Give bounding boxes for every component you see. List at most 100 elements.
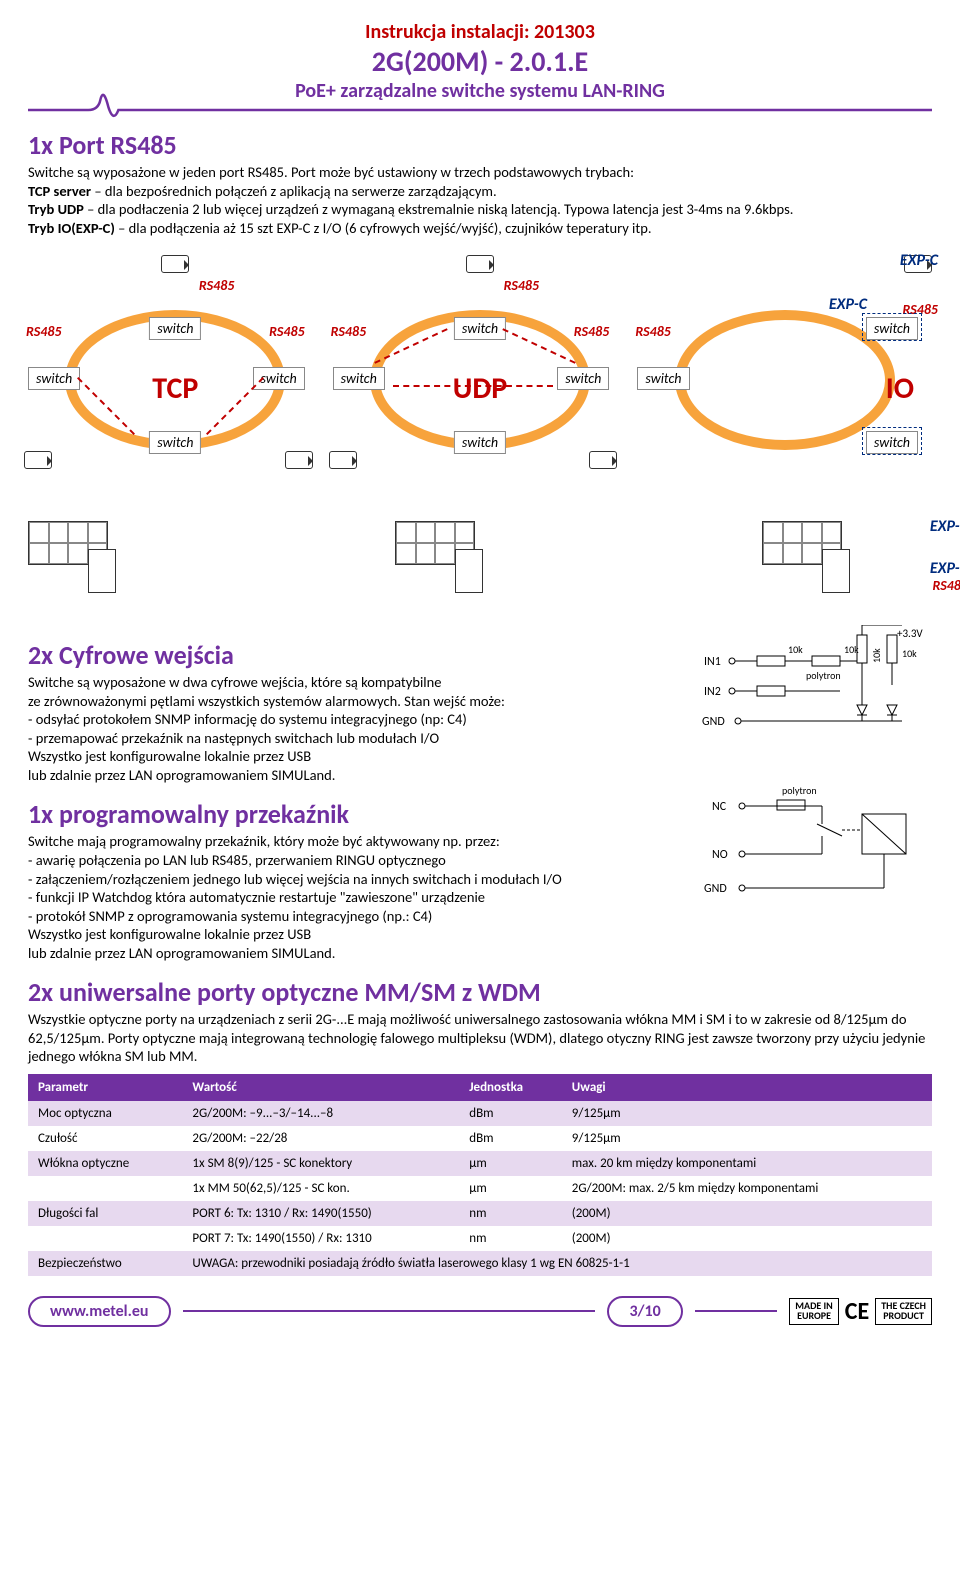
table-cell: (200M) [562, 1201, 932, 1226]
table-row: Włókna optyczne1x SM 8(9)/125 - SC konek… [28, 1151, 932, 1176]
switch-bottom: switch [454, 431, 506, 454]
switch-top: switch [149, 317, 201, 340]
badge-czech: THE CZECH PRODUCT [875, 1298, 932, 1325]
sec4-body: Wszystkie optyczne porty na urządzeniach… [28, 1010, 932, 1066]
camera-icon [589, 451, 617, 469]
footer-line [695, 1310, 778, 1312]
svg-text:GND: GND [702, 715, 725, 729]
relay-circuit: NC NO polytron GND [702, 784, 932, 962]
sec1-title: 1x Port RS485 [28, 129, 932, 161]
ring-udp: RS485 switch RS485 RS485 switch switch U… [333, 255, 628, 515]
stations-row: EXP-C RS485 EXP-C [28, 521, 932, 621]
sec3-l1: - awarię połączenia po LAN lub RS485, pr… [28, 851, 446, 869]
svg-text:GND: GND [704, 882, 727, 896]
expc-label: EXP-C [829, 295, 867, 314]
proto-tcp: TCP [152, 370, 198, 407]
svg-text:10k: 10k [902, 647, 917, 660]
table-cell: 2G/200M: –22/28 [182, 1126, 459, 1151]
table-cell: dBm [459, 1101, 562, 1126]
sec2-l4: Wszystko jest konfigurowalne lokalnie pr… [28, 747, 311, 765]
table-cell: 2G/200M: –9...–3/–14...–8 [182, 1101, 459, 1126]
footer-url: www.metel.eu [28, 1296, 171, 1327]
expc-label: EXP-C [930, 517, 960, 536]
table-row: Moc optyczna2G/200M: –9...–3/–14...–8dBm… [28, 1101, 932, 1126]
th-notes: Uwagi [562, 1074, 932, 1101]
rs485-left: RS485 [635, 323, 671, 340]
table-cell: Bezpieczeństwo [28, 1251, 182, 1276]
svg-text:10k: 10k [870, 648, 883, 663]
ce-mark: CE [841, 1297, 873, 1326]
header-line2: 2G(200M) - 2.0.1.E [28, 44, 932, 79]
table-cell: dBm [459, 1126, 562, 1151]
footer-line [183, 1310, 596, 1312]
th-param: Parametr [28, 1074, 182, 1101]
badge1-l2: EUROPE [797, 1309, 831, 1322]
table-cell: nm [459, 1226, 562, 1251]
sec1-b3: Tryb IO(EXP-C) [28, 219, 115, 237]
table-cell: UWAGA: przewodniki posiadają źródło świa… [182, 1251, 932, 1276]
table-row: 1x MM 50(62,5)/125 - SC kon.μm2G/200M: m… [28, 1176, 932, 1201]
sec1-b1: TCP server [28, 182, 91, 200]
sec1-t3: – dla podłączenia aż 15 szt EXP-C z I/O … [115, 219, 652, 237]
camera-icon [329, 451, 357, 469]
badge-made-in: MADE IN EUROPE [789, 1298, 839, 1325]
sec1-t1: – dla bezpośrednich połączeń z aplikacją… [91, 182, 497, 200]
sec3-title: 1x programowalny przekaźnik [28, 798, 684, 830]
footer-page: 3/10 [607, 1296, 682, 1327]
expc-label: EXP-C [930, 559, 960, 578]
workstation-expc: EXP-C RS485 EXP-C [762, 521, 932, 601]
table-row: BezpieczeństwoUWAGA: przewodniki posiada… [28, 1251, 932, 1276]
digital-input-circuit: IN1 10k polytron 10k 10k +3.3V 10k [702, 625, 932, 784]
sec4-title: 2x uniwersalne porty optyczne MM/SM z WD… [28, 976, 932, 1008]
table-cell: 1x MM 50(62,5)/125 - SC kon. [182, 1176, 459, 1201]
table-cell: nm [459, 1201, 562, 1226]
sec3-l2: - załączeniem/rozłączeniem jednego lub w… [28, 870, 562, 888]
sec1-t2: – dla podłaczenia 2 lub więcej urządzeń … [84, 200, 794, 218]
table-cell: max. 20 km między komponentami [562, 1151, 932, 1176]
svg-text:NO: NO [712, 848, 728, 862]
table-cell: Czułość [28, 1126, 182, 1151]
table-cell: 9/125μm [562, 1101, 932, 1126]
optical-ports-table: Parametr Wartość Jednostka Uwagi Moc opt… [28, 1074, 932, 1276]
switch-top: switch [454, 317, 506, 340]
table-cell [28, 1176, 182, 1201]
sec3-l5: Wszystko jest konfigurowalne lokalnie pr… [28, 925, 311, 943]
table-cell: Włókna optyczne [28, 1151, 182, 1176]
table-cell: Długości fal [28, 1201, 182, 1226]
sec3-body: Switche mają programowalny przekaźnik, k… [28, 832, 684, 962]
sec1-body: Switche są wyposażone w jeden port RS485… [28, 163, 932, 237]
switch-left: switch [28, 367, 80, 390]
sec2-body: Switche są wyposażone w dwa cyfrowe wejś… [28, 673, 684, 784]
sec3-l0: Switche mają programowalny przekaźnik, k… [28, 832, 500, 850]
rs485-right: RS485 [269, 323, 305, 340]
table-cell: μm [459, 1176, 562, 1201]
header-wave [28, 85, 932, 115]
rs485-label: RS485 [504, 277, 540, 294]
sec2-l0: Switche są wyposażone w dwa cyfrowe wejś… [28, 673, 441, 691]
ring-tcp: RS485 switch RS485 RS485 switch switch T… [28, 255, 323, 515]
rs485-right: RS485 [574, 323, 610, 340]
svg-text:polytron: polytron [806, 669, 841, 682]
th-unit: Jednostka [459, 1074, 562, 1101]
switch-left: switch [637, 367, 689, 390]
table-cell: Moc optyczna [28, 1101, 182, 1126]
rs485-label: RS485 [199, 277, 235, 294]
camera-icon [285, 451, 313, 469]
sec3-l3: - funkcji IP Watchdog która automatyczni… [28, 888, 485, 906]
table-cell: PORT 6: Tx: 1310 / Rx: 1490(1550) [182, 1201, 459, 1226]
camera-icon [24, 451, 52, 469]
sec2-title: 2x Cyfrowe wejścia [28, 639, 684, 671]
workstation-icon [395, 521, 515, 601]
table-row: PORT 7: Tx: 1490(1550) / Rx: 1310nm(200M… [28, 1226, 932, 1251]
svg-text:+3.3V: +3.3V [897, 627, 923, 640]
switch-bottom: switch [149, 431, 201, 454]
table-row: Długości falPORT 6: Tx: 1310 / Rx: 1490(… [28, 1201, 932, 1226]
switch-top: switch [866, 317, 918, 340]
table-cell: (200M) [562, 1226, 932, 1251]
sec2-l2: - odsyłać protokołem SNMP informację do … [28, 710, 467, 728]
sec2-l5: lub zdalnie przez LAN oprogramowaniem SI… [28, 766, 335, 784]
table-cell: 1x SM 8(9)/125 - SC konektory [182, 1151, 459, 1176]
sec1-p1: Switche są wyposażone w jeden port RS485… [28, 163, 634, 181]
table-row: Czułość2G/200M: –22/28dBm9/125μm [28, 1126, 932, 1151]
sec2-l3: - przemapować przekaźnik na następnych s… [28, 729, 439, 747]
